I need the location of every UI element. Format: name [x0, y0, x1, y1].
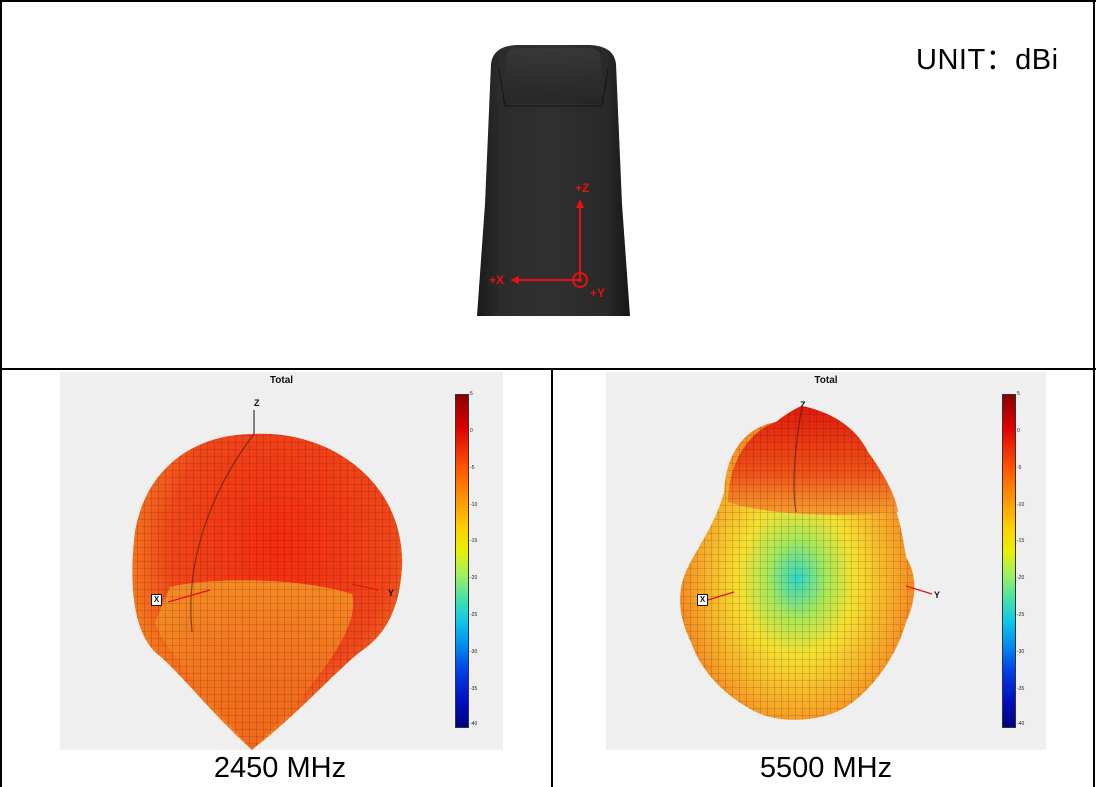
- y-axis-label: Y: [934, 590, 941, 600]
- colorbar: [455, 394, 469, 728]
- pattern-surface: [680, 405, 933, 720]
- table-border-right: [1093, 0, 1095, 787]
- x-axis-label: X: [151, 594, 162, 606]
- colorbar-tick: -25: [470, 612, 478, 619]
- antenna-photo: +Z +X +Y: [477, 45, 630, 316]
- colorbar-tick: 5: [1017, 391, 1020, 397]
- axis-y-label: +Y: [590, 286, 605, 300]
- colorbar-tick: -15: [470, 538, 478, 545]
- radiation-pattern-2450: Total Z X Y 5 0 -5: [60, 372, 503, 750]
- colorbar-tick: -35: [470, 685, 478, 692]
- colorbar-ticks: 5 0 -5 -10 -15 -20 -25 -30 -35 -40: [470, 391, 490, 728]
- unit-label: UNIT：dBi: [916, 44, 1059, 76]
- colorbar-tick: -20: [1017, 575, 1025, 582]
- z-axis-label: Z: [800, 400, 806, 410]
- axis-x-label: +X: [489, 273, 504, 287]
- table-border-top: [0, 0, 1096, 2]
- colorbar-ticks: 5 0 -5 -10 -15 -20 -25 -30 -35 -40: [1017, 391, 1037, 728]
- table-border-left: [0, 0, 2, 787]
- y-axis-label: Y: [388, 588, 395, 598]
- colorbar-tick: -25: [1017, 612, 1025, 619]
- colorbar-tick: -5: [1017, 464, 1022, 471]
- x-axis-label: X: [697, 594, 708, 606]
- colorbar-tick: -10: [470, 501, 478, 508]
- coordinate-axes: [510, 199, 588, 288]
- plot-title: Total: [269, 375, 294, 386]
- colorbar-tick: 5: [470, 391, 473, 397]
- z-axis-label: Z: [254, 398, 260, 408]
- colorbar-tick: -30: [470, 648, 478, 655]
- table-column-divider: [551, 368, 553, 787]
- table-row-divider: [0, 368, 1096, 370]
- axis-z-label: +Z: [575, 181, 589, 195]
- plot-title: Total: [814, 375, 838, 386]
- frequency-label-2450: 2450 MHz: [213, 752, 347, 784]
- colorbar-tick: -40: [470, 721, 478, 728]
- colorbar-tick: -15: [1017, 538, 1025, 545]
- pattern-surface: [132, 410, 403, 750]
- colorbar: [1002, 394, 1016, 728]
- colorbar-tick: -10: [1017, 501, 1025, 508]
- colorbar-tick: 0: [1017, 427, 1020, 434]
- colorbar-tick: -35: [1017, 685, 1025, 692]
- colorbar-tick: -20: [470, 575, 478, 582]
- colorbar-tick: 0: [470, 427, 473, 434]
- colorbar-tick: -5: [470, 464, 475, 471]
- colorbar-tick: -40: [1017, 721, 1025, 728]
- header-row: UNIT：dBi +Z +X +: [0, 0, 1096, 370]
- frequency-label-5500: 5500 MHz: [759, 752, 893, 784]
- radiation-pattern-5500: Total Z X Y: [606, 372, 1046, 750]
- colorbar-tick: -30: [1017, 648, 1025, 655]
